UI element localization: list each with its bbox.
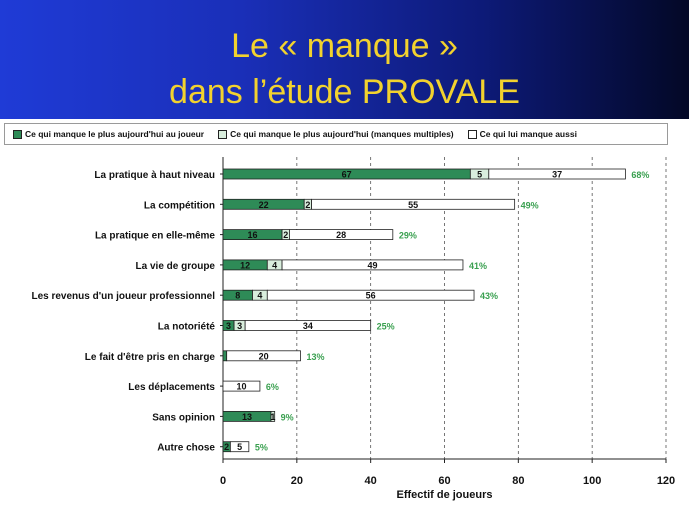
x-tick-label: 80 xyxy=(512,475,524,487)
data-label: 4 xyxy=(272,260,277,270)
data-label: 55 xyxy=(408,200,418,210)
slide-title-line2: dans l’étude PROVALE xyxy=(169,73,520,111)
data-label: 56 xyxy=(366,291,376,301)
x-tick-label: 40 xyxy=(365,475,377,487)
legend-label-series-1: Ce qui manque le plus aujourd'hui au jou… xyxy=(25,129,205,139)
data-label: 10 xyxy=(236,382,246,392)
data-label: 2 xyxy=(305,200,310,210)
percentage-label: 9% xyxy=(281,412,294,422)
data-label: 16 xyxy=(248,230,258,240)
bar-segment-series-3 xyxy=(244,320,372,331)
data-label: 67 xyxy=(342,170,352,180)
data-label: 3 xyxy=(237,321,242,331)
data-label: 12 xyxy=(240,260,250,270)
x-tick-label: 0 xyxy=(220,475,226,487)
category-label: La vie de groupe xyxy=(136,261,216,272)
percentage-label: 43% xyxy=(480,291,498,301)
legend-label-series-2: Ce qui manque le plus aujourd'hui (manqu… xyxy=(230,129,454,139)
percentage-label: 49% xyxy=(521,200,539,210)
category-label: La pratique à haut niveau xyxy=(94,170,215,181)
data-label: 13 xyxy=(242,412,252,422)
data-label: 37 xyxy=(552,170,562,180)
data-label: 28 xyxy=(336,230,346,240)
legend-swatch-series-3 xyxy=(467,129,477,139)
percentage-label: 25% xyxy=(377,322,395,332)
category-label: Les déplacements xyxy=(128,382,215,393)
category-label: La notoriété xyxy=(158,322,216,333)
percentage-label: 5% xyxy=(255,443,268,453)
bar-segment-series-1 xyxy=(222,350,228,362)
bar-segment-series-3 xyxy=(229,441,250,453)
category-label: Sans opinion xyxy=(152,412,215,423)
data-label: 4 xyxy=(257,291,262,301)
bar-segment-series-3 xyxy=(311,198,516,210)
chart-legend: Ce qui manque le plus aujourd'hui au jou… xyxy=(4,123,668,145)
bar-segment-series-3 xyxy=(226,350,301,362)
legend-label-series-3: Ce qui lui manque aussi xyxy=(479,129,577,139)
bar-segment-series-3 xyxy=(266,289,475,301)
bar-segment-series-3 xyxy=(222,380,261,392)
x-tick-label: 100 xyxy=(583,475,601,487)
data-label: 5 xyxy=(237,442,242,452)
category-label: Le fait d'être pris en charge xyxy=(85,352,216,363)
percentage-label: 6% xyxy=(266,382,279,392)
x-axis-title: Effectif de joueurs xyxy=(397,489,493,501)
percentage-label: 68% xyxy=(631,170,649,180)
data-label: 49 xyxy=(368,260,378,270)
category-label: La compétition xyxy=(144,200,215,211)
data-label: 20 xyxy=(259,351,269,361)
data-label: 2 xyxy=(283,230,288,240)
bar-segment-series-2 xyxy=(270,410,276,422)
bar-segment-series-3 xyxy=(281,259,464,271)
x-tick-label: 20 xyxy=(291,475,303,487)
percentage-label: 13% xyxy=(307,352,325,362)
chart-panel: Ce qui manque le plus aujourd'hui au jou… xyxy=(0,119,689,517)
category-label: Autre chose xyxy=(157,443,215,454)
legend-swatch-series-2 xyxy=(218,129,228,139)
category-label: Les revenus d'un joueur professionnel xyxy=(31,291,215,302)
slide-title-line1: Le « manque » xyxy=(231,27,458,65)
bar-segment-series-3 xyxy=(289,229,394,240)
x-tick-label: 60 xyxy=(438,475,450,487)
data-label: 2 xyxy=(224,442,229,452)
category-label: La pratique en elle-même xyxy=(95,231,215,242)
data-label: 8 xyxy=(235,291,240,301)
percentage-label: 41% xyxy=(469,261,487,271)
x-tick-label: 120 xyxy=(657,475,675,487)
legend-swatch-series-1 xyxy=(13,129,22,139)
data-label: 5 xyxy=(477,170,482,180)
data-label: 22 xyxy=(259,200,269,210)
data-label: 34 xyxy=(303,321,313,331)
data-label: 3 xyxy=(226,321,231,331)
legend-item-series-3: Ce qui lui manque aussi xyxy=(467,129,577,139)
legend-item-series-1: Ce qui manque le plus aujourd'hui au jou… xyxy=(13,129,204,139)
legend-item-series-2: Ce qui manque le plus aujourd'hui (manqu… xyxy=(218,129,454,139)
data-label: 1 xyxy=(270,412,275,422)
percentage-label: 29% xyxy=(399,231,417,241)
bar-segment-series-3 xyxy=(488,168,626,180)
